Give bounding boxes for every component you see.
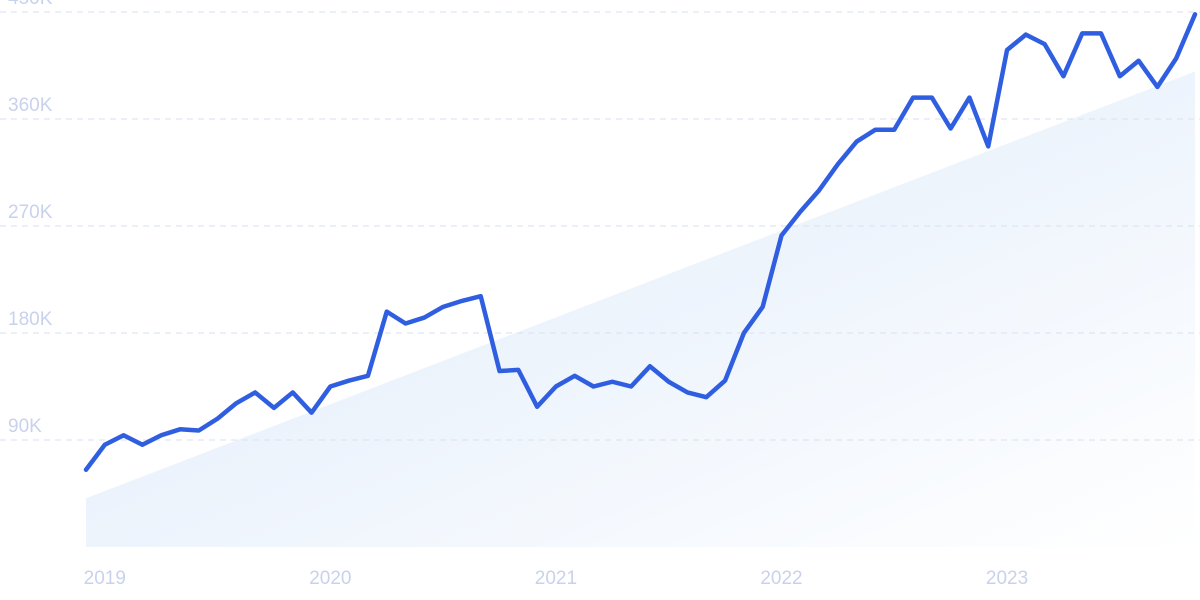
data-line <box>83 12 1198 472</box>
y-tick-label: 450K <box>8 0 53 9</box>
x-tick-label: 2021 <box>535 568 577 589</box>
trend-area <box>86 71 1195 547</box>
x-tick-label: 2023 <box>986 568 1028 589</box>
x-tick-label: 2019 <box>84 568 126 589</box>
x-tick-label: 2020 <box>309 568 351 589</box>
y-tick-label: 360K <box>8 95 53 116</box>
y-tick-label: 90K <box>8 416 42 437</box>
x-tick-label: 2022 <box>760 568 802 589</box>
y-tick-label: 270K <box>8 202 53 223</box>
y-tick-label: 180K <box>8 309 53 330</box>
